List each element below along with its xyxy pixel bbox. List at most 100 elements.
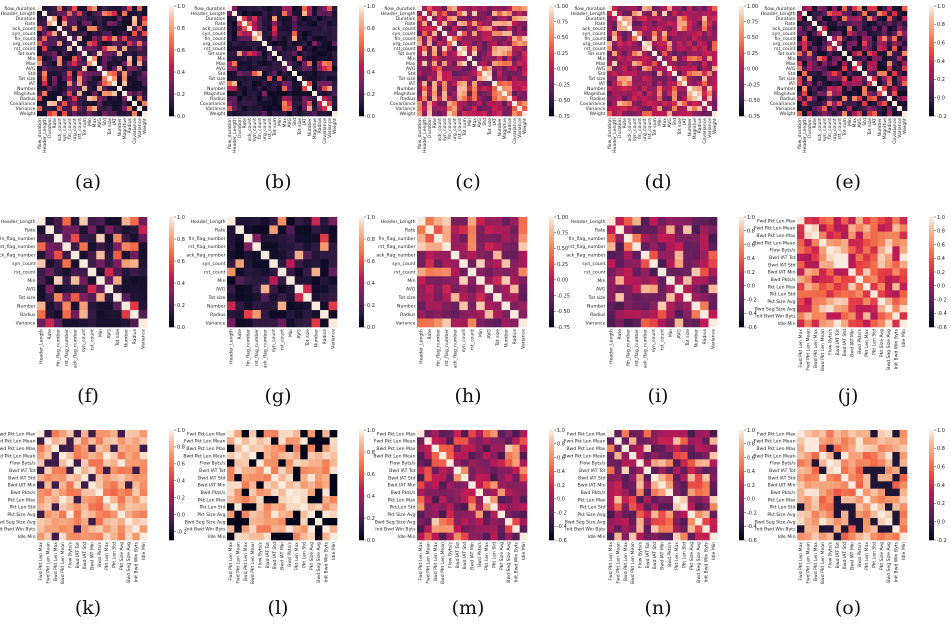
heatmap-cell (82, 111, 88, 117)
colorbar-tick-label: 0.8 (367, 450, 375, 456)
heatmap-cell (312, 56, 318, 62)
heatmap-cell (322, 466, 330, 475)
heatmap-cell (51, 452, 60, 460)
heatmap-cell (457, 51, 463, 57)
heatmap-cell (477, 16, 483, 22)
heatmap-cell (502, 86, 508, 92)
heatmap-cell (322, 474, 330, 482)
heatmap-cell (804, 319, 812, 328)
heatmap-cell (453, 459, 462, 467)
colorbar-step (549, 269, 554, 273)
row-tick-label: fin_flag_number (189, 236, 226, 242)
heatmap-cell (647, 61, 653, 67)
heatmap-cell (517, 91, 523, 97)
heatmap-cell (302, 31, 308, 37)
heatmap-cell (510, 276, 519, 285)
heatmap-cell (819, 312, 827, 320)
heatmap-cell (297, 111, 303, 117)
heatmap-cell (97, 46, 103, 52)
colorbar-step (549, 272, 554, 276)
heatmap-cell (278, 488, 286, 497)
row-tick-label: Tot size (17, 76, 35, 82)
heatmap-cell (822, 36, 828, 42)
colorbar-step (739, 280, 744, 284)
heatmap-cell (457, 101, 463, 107)
heatmap-cell (92, 86, 98, 92)
colorbar-step (169, 474, 174, 478)
row-tick-label: Idle Min (208, 534, 226, 540)
heatmap-cell (446, 437, 454, 445)
heatmap-cell (623, 225, 633, 235)
heatmap-cell (652, 6, 658, 12)
heatmap-cell (477, 106, 483, 112)
heatmap-cell (117, 496, 126, 504)
heatmap-cell (293, 503, 301, 511)
colorbar-step (739, 50, 744, 54)
heatmap-cell (467, 111, 473, 117)
heatmap-cell (501, 259, 511, 269)
column-tick-label: IAT (872, 118, 878, 125)
colorbar-tick-label: 0.2 (177, 495, 185, 501)
heatmap-cell (442, 46, 448, 52)
heatmap-cell (452, 16, 458, 22)
heatmap-cell (427, 31, 433, 37)
heatmap-cell (632, 242, 642, 252)
heatmap-cell (607, 31, 613, 37)
heatmap-cell (247, 106, 253, 112)
heatmap-cell (872, 46, 878, 52)
heatmap-cell (242, 81, 248, 87)
heatmap-cell (103, 518, 111, 526)
heatmap-cell (897, 41, 903, 47)
column-tick-label: Weight (142, 118, 148, 134)
heatmap-cell (467, 86, 473, 92)
heatmap-cell (442, 267, 452, 277)
heatmap-cell (512, 6, 518, 12)
heatmap-cell (256, 488, 264, 497)
heatmap-cell (870, 283, 878, 291)
row-tick-label: Bwd IAT Std (198, 475, 225, 481)
heatmap-cell (797, 46, 803, 52)
heatmap-cell (472, 11, 478, 17)
heatmap-cell (687, 81, 693, 87)
heatmap-cell (272, 101, 278, 107)
heatmap-cell (424, 430, 432, 438)
heatmap-cell (307, 91, 313, 97)
heatmap-cell (227, 31, 233, 37)
column-tick-label: fin_count (637, 118, 643, 139)
heatmap-cell (252, 76, 258, 82)
heatmap-cell (712, 106, 718, 112)
colorbar-step (549, 41, 554, 45)
heatmap-cell (870, 261, 878, 269)
heatmap-cell (294, 250, 304, 260)
heatmap-cell (117, 61, 123, 67)
heatmap-cell (517, 26, 523, 32)
heatmap-cell (510, 225, 519, 235)
heatmap-cell (107, 11, 113, 17)
heatmap-cell (243, 284, 253, 294)
colorbar-step (169, 454, 174, 458)
heatmap-cell (257, 26, 263, 32)
heatmap-cell (241, 452, 250, 460)
heatmap-cell (848, 246, 856, 254)
heatmap-cell (493, 225, 502, 235)
heatmap-cell (852, 91, 858, 97)
heatmap-cell (422, 46, 428, 52)
heatmap-cell (234, 437, 242, 445)
heatmap-cell (841, 283, 849, 291)
heatmap-cell (256, 466, 264, 475)
colorbar-step (739, 30, 744, 34)
heatmap-cell (37, 430, 45, 438)
heatmap-cell (807, 46, 813, 52)
heatmap-cell (328, 217, 338, 226)
heatmap-cell (252, 31, 258, 37)
heatmap-cell (79, 250, 89, 260)
column-tick-label: Number (123, 329, 129, 348)
colorbar-step (169, 252, 174, 256)
heatmap-cell (877, 283, 886, 291)
row-tick-label: Bwd IAT Tot (199, 468, 226, 474)
colorbar-step (739, 47, 744, 51)
heatmap-cell (657, 217, 667, 226)
colorbar-step (549, 63, 554, 67)
heatmap-cell (322, 81, 328, 87)
heatmap-cell (493, 259, 502, 269)
